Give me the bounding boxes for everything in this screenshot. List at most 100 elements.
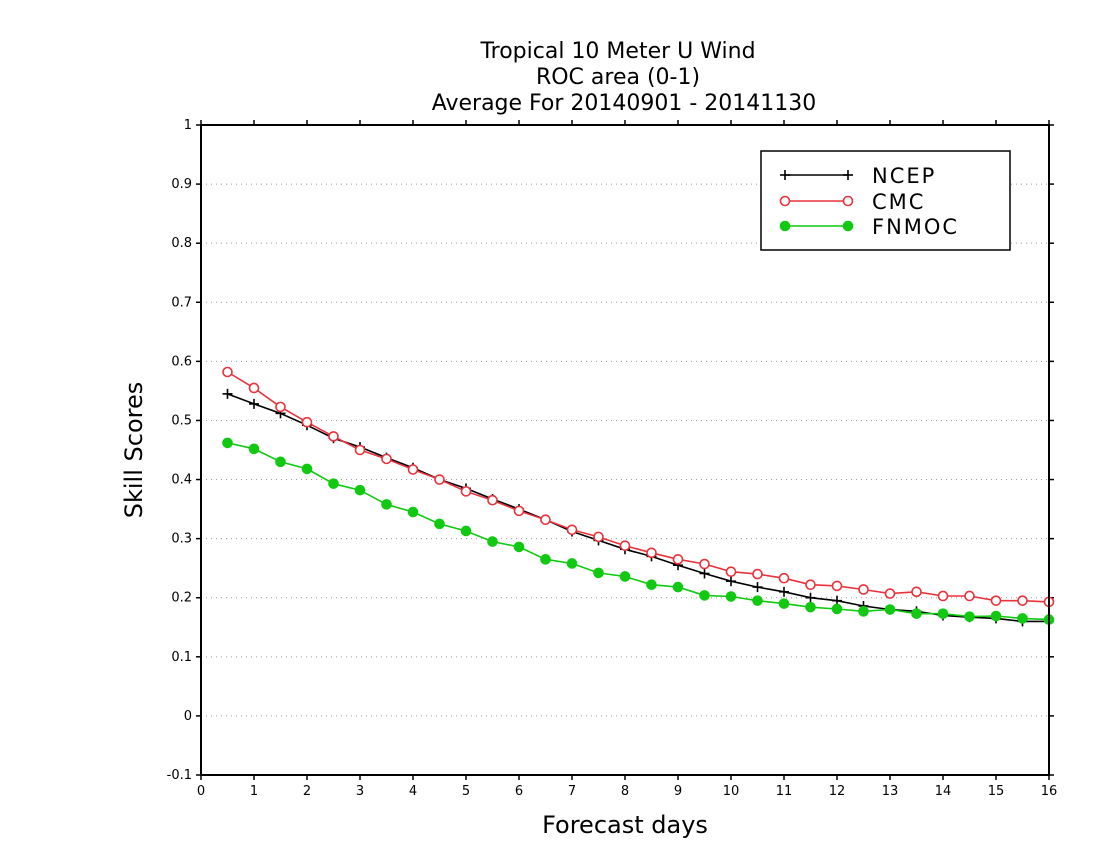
data-point-cmc bbox=[593, 531, 604, 543]
data-point-cmc bbox=[487, 494, 498, 506]
y-tick-label: 1 bbox=[184, 118, 192, 133]
data-point-ncep bbox=[752, 582, 763, 593]
legend-label-cmc: CMC bbox=[872, 190, 925, 214]
x-tick-label: 0 bbox=[197, 784, 205, 799]
x-tick-label: 9 bbox=[674, 784, 682, 799]
data-point-fnmoc bbox=[301, 463, 313, 475]
data-point-cmc bbox=[434, 474, 445, 485]
data-point-cmc bbox=[778, 572, 790, 584]
y-tick-label: 0.9 bbox=[171, 177, 192, 192]
data-point-cmc bbox=[990, 595, 1002, 606]
data-point-fnmoc bbox=[646, 579, 657, 591]
data-point-cmc bbox=[672, 554, 684, 565]
data-point-cmc bbox=[248, 382, 260, 394]
data-point-cmc bbox=[460, 486, 472, 497]
chart-title: Tropical 10 Meter U Wind ROC area (0-1) … bbox=[432, 39, 817, 116]
data-point-fnmoc bbox=[566, 558, 578, 569]
series-cmc bbox=[222, 366, 1055, 608]
data-point-fnmoc bbox=[275, 456, 286, 468]
series-fnmoc bbox=[222, 437, 1055, 625]
series-line-ncep bbox=[227, 393, 1049, 623]
data-point-fnmoc bbox=[222, 437, 233, 449]
data-point-ncep bbox=[726, 576, 736, 587]
data-point-cmc bbox=[725, 566, 737, 578]
legend-entry-fnmoc: FNMOC bbox=[779, 215, 959, 239]
data-point-cmc bbox=[858, 584, 869, 595]
x-axis-label: Forecast days bbox=[542, 811, 708, 839]
y-tick-label: 0.4 bbox=[171, 473, 192, 488]
x-tick-label: 14 bbox=[935, 784, 952, 799]
chart-title-line-2: ROC area (0-1) bbox=[536, 65, 700, 90]
data-point-fnmoc bbox=[460, 525, 472, 537]
x-tick-label: 1 bbox=[250, 784, 258, 799]
x-tick-label: 4 bbox=[409, 784, 417, 799]
data-point-fnmoc bbox=[937, 608, 949, 619]
data-point-fnmoc bbox=[990, 610, 1002, 622]
legend-marker-ncep bbox=[843, 170, 853, 180]
legend-entry-ncep: NCEP bbox=[780, 164, 936, 188]
y-tick-label: 0.8 bbox=[171, 236, 192, 251]
data-point-cmc bbox=[381, 453, 392, 465]
y-tick-label: 0.3 bbox=[171, 532, 192, 547]
y-tick-label: -0.1 bbox=[167, 768, 192, 783]
y-tick-label: 0 bbox=[184, 709, 192, 724]
axes: -0.100.10.20.30.40.50.60.70.80.910 1 2 3 4 5 6… bbox=[167, 118, 1058, 799]
data-point-cmc bbox=[222, 366, 233, 378]
x-tick-label: 8 bbox=[621, 784, 629, 799]
data-point-fnmoc bbox=[778, 598, 790, 609]
data-point-cmc bbox=[354, 444, 366, 456]
data-point-cmc bbox=[301, 416, 313, 428]
data-point-fnmoc bbox=[487, 536, 498, 547]
series-ncep bbox=[222, 388, 1054, 627]
data-point-cmc bbox=[328, 431, 339, 442]
data-point-cmc bbox=[831, 580, 843, 592]
data-point-cmc bbox=[752, 568, 763, 580]
data-point-cmc bbox=[884, 588, 896, 599]
chart-title-line-1: Tropical 10 Meter U Wind bbox=[479, 39, 755, 64]
data-point-cmc bbox=[911, 586, 922, 598]
data-point-ncep bbox=[805, 592, 816, 603]
legend-label-fnmoc: FNMOC bbox=[872, 215, 959, 239]
data-point-fnmoc bbox=[1017, 613, 1028, 624]
data-point-cmc bbox=[805, 579, 816, 591]
series-line-cmc bbox=[227, 371, 1050, 603]
data-point-cmc bbox=[540, 514, 551, 526]
legend-marker-fnmoc bbox=[842, 220, 854, 232]
data-point-fnmoc bbox=[381, 499, 392, 510]
data-point-ncep bbox=[779, 586, 789, 597]
x-tick-label: 2 bbox=[303, 784, 311, 799]
x-tick-label: 7 bbox=[568, 784, 576, 799]
data-point-cmc bbox=[937, 590, 949, 602]
x-tick-label: 6 bbox=[515, 784, 523, 799]
legend-label-ncep: NCEP bbox=[872, 164, 936, 188]
x-tick-label: 11 bbox=[776, 784, 793, 799]
x-tick-label: 12 bbox=[829, 784, 846, 799]
data-point-fnmoc bbox=[858, 606, 869, 617]
data-point-cmc bbox=[619, 540, 631, 552]
data-series bbox=[222, 366, 1055, 627]
data-point-fnmoc bbox=[725, 591, 737, 602]
x-tick-label: 10 bbox=[723, 784, 740, 799]
x-tick-label: 3 bbox=[356, 784, 364, 799]
data-point-cmc bbox=[1017, 595, 1028, 606]
data-point-cmc bbox=[699, 558, 710, 570]
data-point-fnmoc bbox=[354, 484, 366, 496]
legend-marker-cmc bbox=[842, 195, 854, 207]
data-point-fnmoc bbox=[699, 590, 710, 601]
legend-marker-ncep bbox=[780, 170, 790, 180]
data-point-cmc bbox=[513, 505, 525, 517]
legend-entry-cmc: CMC bbox=[779, 190, 925, 214]
y-tick-label: 0.5 bbox=[171, 413, 192, 428]
data-point-fnmoc bbox=[434, 518, 445, 530]
chart-title-line-3: Average For 20140901 - 20141130 bbox=[432, 91, 817, 116]
x-tick-label: 13 bbox=[882, 784, 899, 799]
data-point-fnmoc bbox=[752, 595, 763, 606]
y-tick-label: 0.1 bbox=[171, 650, 192, 665]
data-point-fnmoc bbox=[884, 604, 896, 615]
data-point-ncep bbox=[699, 568, 710, 579]
data-point-fnmoc bbox=[911, 608, 922, 619]
data-point-cmc bbox=[964, 590, 975, 602]
data-point-fnmoc bbox=[328, 478, 339, 489]
